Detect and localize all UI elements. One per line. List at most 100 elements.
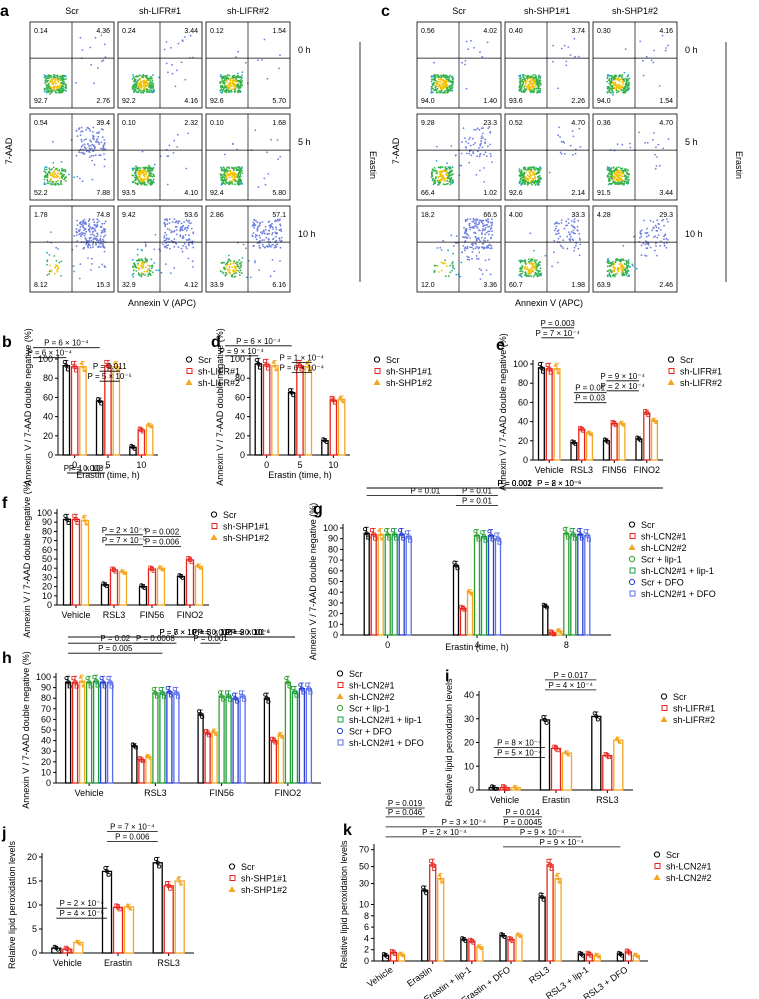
event-dot	[233, 169, 235, 172]
event-dot	[523, 183, 526, 186]
event-dot	[449, 80, 452, 83]
event-dot	[79, 36, 82, 39]
event-dot	[619, 174, 622, 177]
event-dot	[169, 247, 171, 250]
event-dot	[145, 173, 148, 176]
event-dot	[566, 247, 569, 250]
event-dot	[148, 268, 151, 270]
event-dot	[93, 234, 96, 237]
event-dot	[221, 271, 224, 273]
event-dot	[101, 229, 103, 232]
event-dot	[275, 228, 278, 231]
event-dot	[482, 239, 485, 242]
event-dot	[132, 272, 135, 275]
event-dot	[132, 276, 135, 278]
event-dot	[480, 221, 483, 224]
event-dot	[235, 261, 238, 263]
event-dot	[555, 221, 558, 224]
quadrant-value-ll: 92.6	[509, 190, 523, 197]
event-dot	[663, 244, 666, 247]
bar	[118, 571, 128, 606]
event-dot	[65, 89, 67, 92]
quadrant-value-ur: 74.8	[96, 212, 110, 219]
event-dot	[479, 51, 481, 54]
y-tick-label: 20	[235, 431, 245, 441]
event-dot	[142, 90, 145, 93]
event-dot	[60, 175, 63, 178]
event-dot	[473, 128, 476, 131]
event-dot	[58, 173, 61, 176]
event-dot	[266, 233, 269, 235]
event-dot	[173, 230, 176, 232]
event-dot	[613, 172, 616, 175]
event-dot	[100, 147, 102, 150]
bar	[262, 364, 271, 456]
event-dot	[466, 247, 469, 250]
legend-label: sh-LCN2#1 + DFO	[349, 738, 424, 748]
event-dot	[276, 139, 279, 141]
y-tick-label: 40	[43, 412, 53, 422]
event-dot	[614, 81, 617, 84]
event-dot	[89, 139, 91, 142]
event-dot	[239, 269, 242, 272]
y-tick-label: 60	[42, 545, 52, 555]
event-dot	[100, 242, 103, 245]
event-dot	[48, 254, 51, 256]
event-dot	[276, 243, 279, 246]
event-dot	[479, 240, 481, 242]
replicate-point	[562, 527, 567, 532]
event-dot	[555, 225, 558, 228]
p-value-label: P = 0.011	[93, 362, 127, 371]
event-dot	[478, 129, 481, 131]
event-dot	[241, 74, 243, 77]
event-dot	[656, 156, 658, 158]
event-dot	[537, 169, 540, 172]
event-dot	[93, 147, 96, 149]
event-dot	[437, 76, 440, 79]
event-dot	[79, 263, 82, 265]
event-dot	[522, 80, 524, 83]
event-dot	[472, 226, 474, 228]
event-dot	[431, 84, 434, 87]
event-dot	[652, 221, 655, 223]
event-dot	[222, 181, 225, 184]
event-dot	[518, 168, 521, 171]
event-dot	[535, 76, 537, 78]
event-dot	[654, 224, 657, 227]
event-dot	[478, 267, 481, 270]
legend-label: sh-LCN2#1	[349, 681, 395, 691]
event-dot	[229, 81, 232, 84]
event-dot	[149, 80, 152, 83]
event-dot	[54, 266, 56, 269]
bar	[232, 697, 239, 784]
event-dot	[529, 272, 532, 275]
event-dot	[51, 82, 54, 84]
event-dot	[64, 86, 67, 89]
event-dot	[150, 181, 153, 184]
event-dot	[228, 167, 231, 170]
event-dot	[96, 131, 98, 134]
event-dot	[51, 168, 53, 171]
event-dot	[274, 246, 277, 248]
p-value-label: P = 6 × 10⁻⁴	[236, 337, 281, 346]
event-dot	[82, 219, 85, 222]
event-dot	[627, 81, 630, 84]
event-dot	[520, 270, 523, 272]
event-dot	[451, 80, 454, 83]
event-dot	[148, 89, 151, 91]
event-dot	[96, 238, 98, 241]
event-dot	[484, 224, 486, 227]
event-dot	[83, 221, 85, 224]
event-dot	[434, 85, 437, 87]
event-dot	[166, 183, 169, 186]
event-dot	[535, 77, 538, 80]
event-dot	[103, 143, 106, 145]
event-dot	[562, 239, 565, 242]
event-dot	[57, 175, 60, 178]
legend-marker	[628, 578, 636, 586]
event-dot	[146, 270, 149, 273]
event-dot	[488, 233, 490, 236]
event-dot	[433, 167, 436, 169]
event-dot	[279, 260, 281, 262]
replicate-point	[391, 528, 396, 533]
